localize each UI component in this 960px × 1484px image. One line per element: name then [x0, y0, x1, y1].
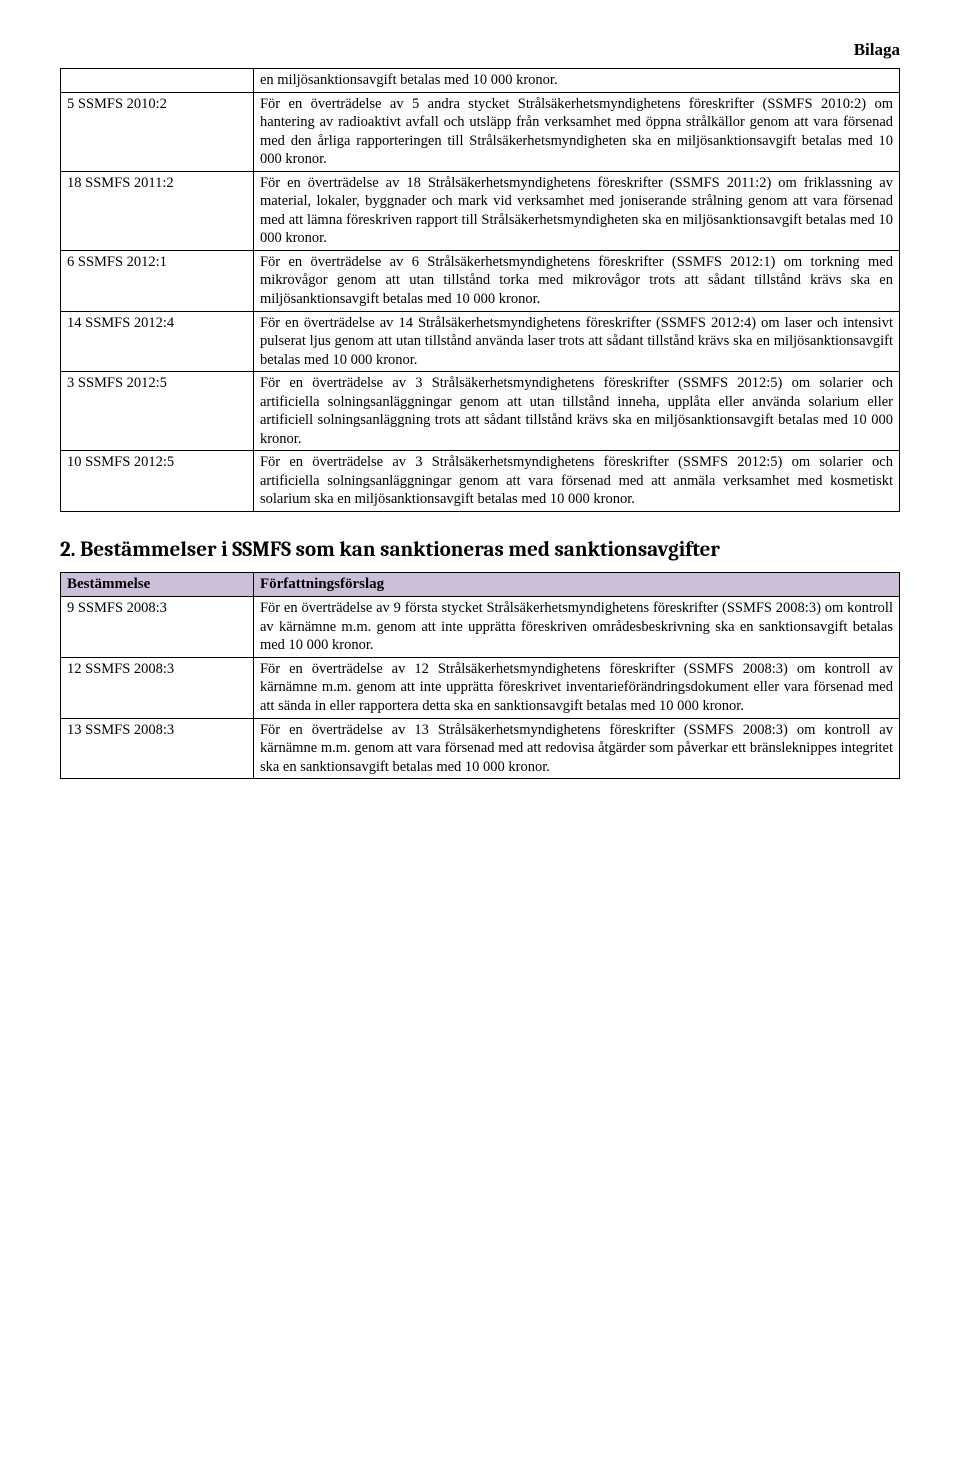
cell-left: 10 SSMFS 2012:5 [61, 451, 254, 512]
table-row: en miljösanktionsavgift betalas med 10 0… [61, 69, 900, 93]
header-left: Bestämmelse [61, 573, 254, 597]
cell-right: För en överträdelse av 18 Strålsäkerhets… [253, 171, 899, 250]
table-row: 3 SSMFS 2012:5 För en överträdelse av 3 … [61, 372, 900, 451]
table-1: en miljösanktionsavgift betalas med 10 0… [60, 68, 900, 512]
cell-left [61, 69, 254, 93]
section-2-title: 2. Bestämmelser i SSMFS som kan sanktion… [60, 538, 900, 562]
cell-right: För en överträdelse av 14 Strålsäkerhets… [253, 311, 899, 372]
cell-left: 9 SSMFS 2008:3 [61, 597, 254, 658]
cell-right: För en överträdelse av 6 Strålsäkerhetsm… [253, 250, 899, 311]
cell-left: 12 SSMFS 2008:3 [61, 657, 254, 718]
cell-right: För en överträdelse av 9 första stycket … [253, 597, 899, 658]
header-right: Författningsförslag [253, 573, 899, 597]
table-row: 10 SSMFS 2012:5 För en överträdelse av 3… [61, 451, 900, 512]
cell-right: För en överträdelse av 12 Strålsäkerhets… [253, 657, 899, 718]
table-row: 14 SSMFS 2012:4 För en överträdelse av 1… [61, 311, 900, 372]
cell-left: 6 SSMFS 2012:1 [61, 250, 254, 311]
table-row: 5 SSMFS 2010:2 För en överträdelse av 5 … [61, 92, 900, 171]
table-row: 18 SSMFS 2011:2 För en överträdelse av 1… [61, 171, 900, 250]
page-header: Bilaga [60, 40, 900, 60]
table-row: 12 SSMFS 2008:3 För en överträdelse av 1… [61, 657, 900, 718]
table-row: 13 SSMFS 2008:3 För en överträdelse av 1… [61, 718, 900, 779]
table-row: 9 SSMFS 2008:3 För en överträdelse av 9 … [61, 597, 900, 658]
cell-left: 3 SSMFS 2012:5 [61, 372, 254, 451]
cell-right: För en överträdelse av 5 andra stycket S… [253, 92, 899, 171]
table-2: Bestämmelse Författningsförslag 9 SSMFS … [60, 572, 900, 779]
table-row: 6 SSMFS 2012:1 För en överträdelse av 6 … [61, 250, 900, 311]
table-header-row: Bestämmelse Författningsförslag [61, 573, 900, 597]
cell-right: en miljösanktionsavgift betalas med 10 0… [253, 69, 899, 93]
cell-right: För en överträdelse av 3 Strålsäkerhetsm… [253, 372, 899, 451]
cell-left: 5 SSMFS 2010:2 [61, 92, 254, 171]
cell-left: 18 SSMFS 2011:2 [61, 171, 254, 250]
cell-left: 14 SSMFS 2012:4 [61, 311, 254, 372]
cell-right: För en överträdelse av 13 Strålsäkerhets… [253, 718, 899, 779]
cell-left: 13 SSMFS 2008:3 [61, 718, 254, 779]
cell-right: För en överträdelse av 3 Strålsäkerhetsm… [253, 451, 899, 512]
